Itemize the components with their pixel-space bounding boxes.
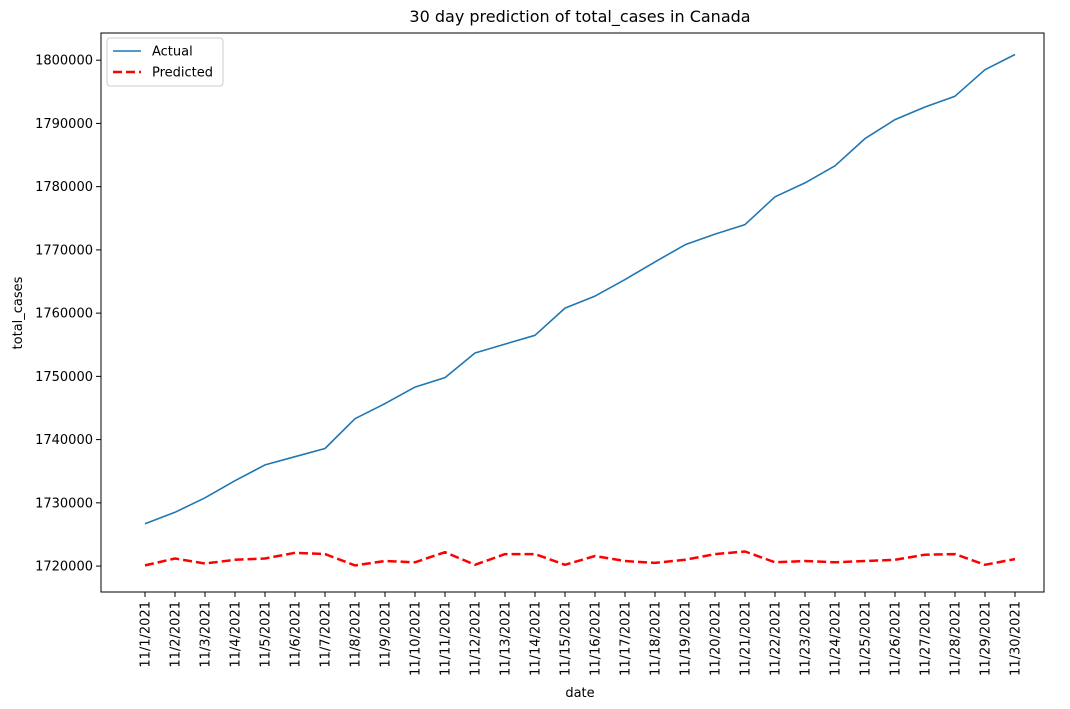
x-tick-label: 11/13/2021 bbox=[499, 601, 514, 676]
x-axis-label: date bbox=[565, 686, 594, 701]
x-tick-label: 11/17/2021 bbox=[619, 601, 634, 676]
x-tick-label: 11/26/2021 bbox=[889, 601, 904, 676]
y-tick-label: 1790000 bbox=[35, 117, 93, 132]
legend-label-predicted: Predicted bbox=[152, 66, 213, 81]
x-tick-label: 11/29/2021 bbox=[979, 601, 994, 676]
y-tick-label: 1720000 bbox=[35, 560, 93, 575]
x-tick-label: 11/11/2021 bbox=[439, 601, 454, 676]
plot-frame bbox=[100, 32, 1045, 593]
x-tick-label: 11/2/2021 bbox=[169, 601, 184, 668]
series-predicted-line bbox=[144, 550, 1016, 567]
y-tick-label: 1770000 bbox=[35, 243, 93, 258]
x-tick-label: 11/16/2021 bbox=[589, 601, 604, 676]
x-tick-label: 11/22/2021 bbox=[769, 601, 784, 676]
y-axis-label: total_cases bbox=[11, 276, 26, 349]
y-tick-label: 1780000 bbox=[35, 180, 93, 195]
y-tick-label: 1800000 bbox=[35, 54, 93, 69]
plot-area bbox=[100, 32, 1045, 593]
x-tick-label: 11/7/2021 bbox=[319, 601, 334, 668]
x-tick-label: 11/27/2021 bbox=[919, 601, 934, 676]
y-tick-label: 1740000 bbox=[35, 433, 93, 448]
x-tick-label: 11/1/2021 bbox=[139, 601, 154, 668]
x-tick-label: 11/5/2021 bbox=[259, 601, 274, 668]
y-axis: 1720000 1730000 1740000 1750000 1760000 17700… bbox=[35, 54, 101, 575]
x-tick-label: 11/14/2021 bbox=[529, 601, 544, 676]
x-tick-label: 11/20/2021 bbox=[709, 601, 724, 676]
x-tick-label: 11/4/2021 bbox=[229, 601, 244, 668]
y-tick-label: 1750000 bbox=[35, 370, 93, 385]
series-layer bbox=[144, 53, 1016, 567]
y-tick-label: 1730000 bbox=[35, 496, 93, 511]
x-tick-label: 11/25/2021 bbox=[859, 601, 874, 676]
x-tick-label: 11/15/2021 bbox=[559, 601, 574, 676]
x-tick-label: 11/6/2021 bbox=[289, 601, 304, 668]
chart-title: 30 day prediction of total_cases in Cana… bbox=[409, 7, 750, 27]
x-tick-label: 11/18/2021 bbox=[649, 601, 664, 676]
x-tick-label: 11/24/2021 bbox=[829, 601, 844, 676]
y-tick-label: 1760000 bbox=[35, 307, 93, 322]
legend: Actual Predicted bbox=[106, 37, 224, 87]
x-tick-label: 11/30/2021 bbox=[1009, 601, 1024, 676]
series-actual-line bbox=[144, 53, 1016, 525]
legend-label-actual: Actual bbox=[152, 45, 193, 60]
x-tick-label: 11/3/2021 bbox=[199, 601, 214, 668]
x-tick-label: 11/9/2021 bbox=[379, 601, 394, 668]
x-tick-label: 11/28/2021 bbox=[949, 601, 964, 676]
x-tick-label: 11/12/2021 bbox=[469, 601, 484, 676]
legend-frame bbox=[106, 37, 224, 87]
x-tick-label: 11/23/2021 bbox=[799, 601, 814, 676]
x-axis: 11/1/2021 11/2/2021 11/3/2021 11/4/2021 11/5… bbox=[139, 592, 1024, 676]
x-tick-label: 11/8/2021 bbox=[349, 601, 364, 668]
x-tick-label: 11/10/2021 bbox=[409, 601, 424, 676]
x-tick-label: 11/21/2021 bbox=[739, 601, 754, 676]
x-tick-label: 11/19/2021 bbox=[679, 601, 694, 676]
